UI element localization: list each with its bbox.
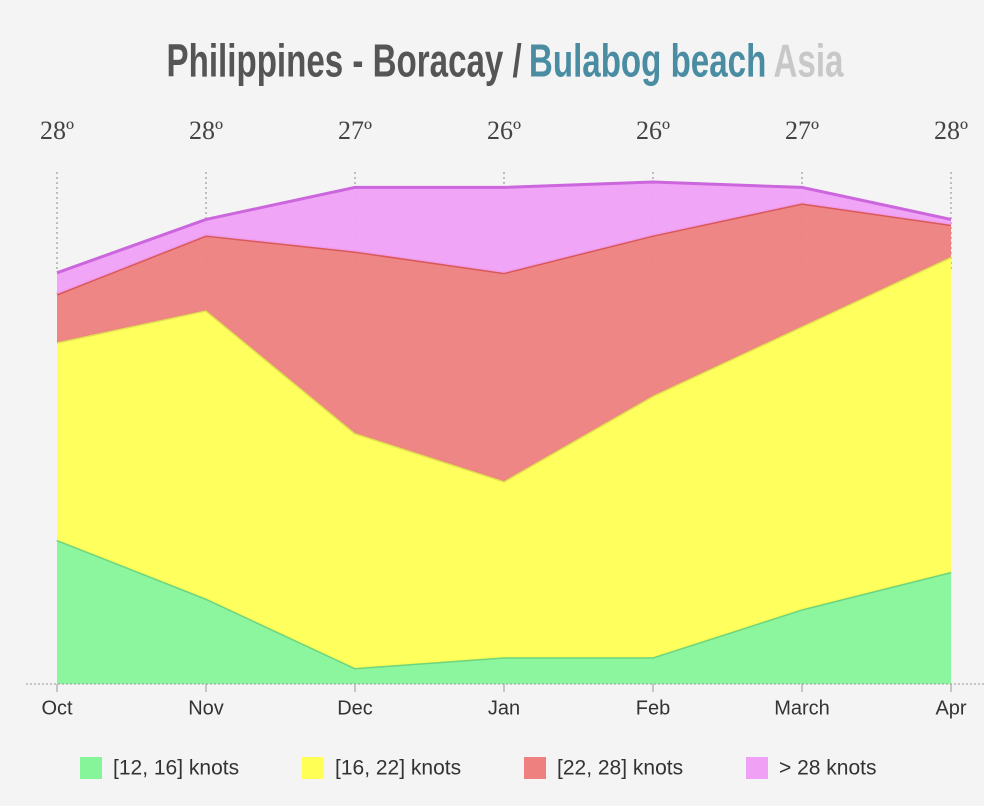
legend-swatch: [524, 757, 546, 779]
x-tick-label: Jan: [488, 697, 520, 719]
legend-swatch: [80, 757, 102, 779]
temperature-label: 27º: [785, 116, 819, 145]
temperature-label: 28º: [934, 116, 968, 145]
area: [57, 256, 951, 668]
legend-label: [22, 28] knots: [557, 757, 683, 780]
legend-label: [16, 22] knots: [335, 757, 461, 780]
temperature-label: 26º: [636, 116, 670, 145]
temperature-label: 27º: [338, 116, 372, 145]
legend-swatch: [746, 757, 768, 779]
x-tick-label: Nov: [188, 697, 224, 719]
x-tick-label: Oct: [41, 697, 73, 719]
legend-swatch: [302, 757, 324, 779]
title-part: Bulabog beach: [529, 36, 766, 86]
x-tick-label: Feb: [636, 697, 670, 719]
x-tick-label: Dec: [337, 697, 373, 719]
area: [57, 182, 951, 295]
area: [57, 539, 951, 684]
temperature-label: 28º: [189, 116, 223, 145]
chart-title: Philippines - Boracay / Bulabog beach Asia: [167, 36, 845, 86]
title-part: Asia: [774, 36, 845, 86]
legend-label: [12, 16] knots: [113, 757, 239, 780]
area: [57, 203, 951, 482]
temperature-label: 26º: [487, 116, 521, 145]
area-edge: [56, 180, 952, 275]
legend-label: > 28 knots: [779, 757, 876, 780]
x-tick-label: March: [774, 697, 830, 719]
title-part: Philippines - Boracay /: [167, 36, 522, 86]
x-tick-label: Apr: [935, 697, 966, 719]
temperature-label: 28º: [40, 116, 74, 145]
